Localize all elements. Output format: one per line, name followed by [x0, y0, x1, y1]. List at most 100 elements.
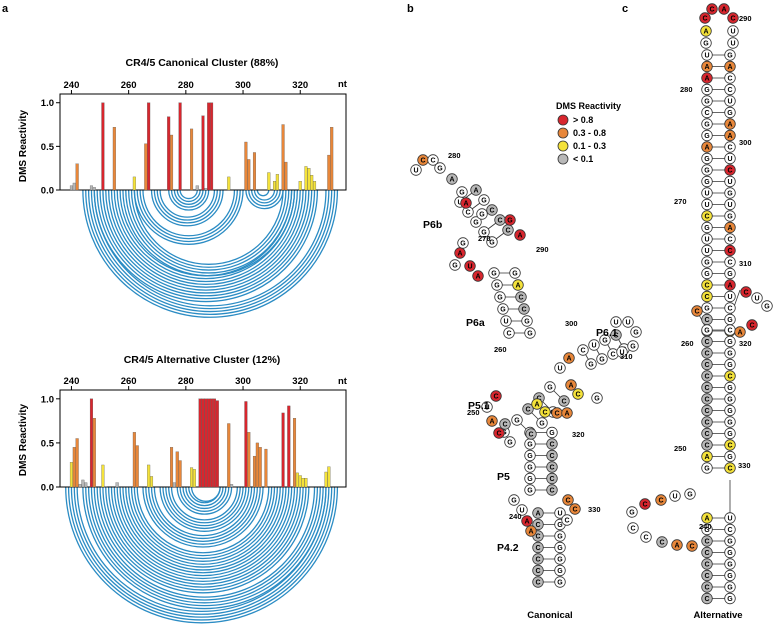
- chart-title: CR4/5 Canonical Cluster (88%): [126, 57, 279, 69]
- nucleotide-letter: G: [704, 168, 710, 175]
- nucleotide: [546, 438, 558, 450]
- alternative-structure: U GA AA CG CG UC GG AG AA CG UG CG UU GU UC GG AU CU CG CG G…: [626, 3, 773, 621]
- nucleotide-letter: U: [619, 350, 624, 357]
- nucleotide: [522, 403, 534, 415]
- nucleotide-letter: U: [704, 191, 709, 198]
- nucleotide-letter: G: [547, 385, 553, 392]
- nucleotide: [525, 525, 537, 537]
- base-pair-arc: [256, 189, 270, 197]
- nucleotide: [524, 484, 536, 496]
- nucleotide-letter: G: [524, 319, 530, 326]
- base-pair-arc: [90, 189, 330, 310]
- nucleotide: [616, 346, 628, 358]
- nucleotide-letter: G: [630, 344, 636, 351]
- nucleotide-letter: G: [727, 317, 733, 324]
- nucleotide-letter: U: [467, 264, 472, 271]
- nucleotide-letter: A: [704, 64, 709, 71]
- base-pair-arc: [85, 486, 324, 607]
- chart-title: CR4/5 Alternative Cluster (12%): [124, 354, 281, 366]
- nucleotide-letter: C: [496, 431, 501, 438]
- nucleotide: [476, 208, 488, 220]
- nucleotide-letter: C: [727, 237, 732, 244]
- base-pair-arc: [133, 189, 244, 245]
- nucleotide-letter: G: [527, 442, 533, 449]
- nucleotide-letter: G: [557, 568, 563, 575]
- nucleotide: [486, 236, 498, 248]
- nucleotide: [481, 401, 493, 413]
- canonical-structure: CGCGCGCGCGCGAUGCGCGCGCGCGGCGUGGCGCGAGGGC…: [410, 151, 642, 621]
- nucleotide-letter: G: [727, 397, 733, 404]
- nucleotide-letter: G: [459, 190, 465, 197]
- nucleotide: [701, 279, 713, 291]
- nucleotide: [561, 514, 573, 526]
- nucleotide-letter: G: [473, 220, 479, 227]
- nucleotide: [701, 210, 713, 222]
- nucleotide-letter: C: [430, 158, 435, 165]
- nucleotide-letter: C: [704, 420, 709, 427]
- nucleotide-letter: A: [463, 201, 468, 208]
- nucleotide-letter: G: [704, 466, 710, 473]
- y-tick-label: 1.0: [41, 394, 54, 405]
- nucleotide-letter: A: [704, 145, 709, 152]
- nucleotide-letter: C: [727, 87, 732, 94]
- nucleotide-letter: G: [704, 179, 710, 186]
- nucleotide: [701, 592, 713, 605]
- nucleotide-number: 330: [738, 461, 751, 470]
- legend-swatch: [557, 153, 569, 165]
- nucleotide-letter: A: [727, 122, 732, 129]
- nucleotide-letter: C: [727, 76, 732, 83]
- nucleotide: [724, 152, 736, 165]
- reactivity-bar: [178, 102, 182, 191]
- nucleotide: [546, 426, 558, 439]
- x-tick-label: 260: [121, 376, 137, 387]
- nucleotide: [724, 60, 736, 73]
- nucleotide: [591, 392, 603, 404]
- nucleotide: [724, 106, 736, 119]
- reactivity-bar: [178, 460, 182, 488]
- nucleotide-letter: C: [549, 476, 554, 483]
- base-pair-arc: [133, 189, 284, 265]
- nucleotide: [554, 530, 566, 542]
- nucleotide-number: 260: [494, 345, 507, 354]
- nucleotide-letter: G: [588, 362, 594, 369]
- nucleotide-letter: C: [575, 392, 580, 399]
- nucleotide-letter: G: [704, 99, 710, 106]
- nucleotide-letter: A: [515, 283, 520, 290]
- reactivity-bar: [170, 447, 174, 488]
- reactivity-bar: [84, 482, 88, 488]
- nucleotide-letter: U: [591, 343, 596, 350]
- nucleotide: [532, 576, 544, 588]
- reactivity-bar: [310, 175, 314, 191]
- nucleotide: [610, 316, 622, 328]
- reactivity-bar: [150, 476, 154, 488]
- base-pair-arc: [70, 486, 333, 618]
- reactivity-bar: [298, 181, 302, 191]
- reactivity-bar: [252, 152, 256, 191]
- nucleotide-letter: C: [659, 540, 664, 547]
- nucleotide: [554, 507, 566, 519]
- nucleotide: [472, 270, 484, 282]
- nucleotide: [546, 449, 558, 462]
- x-tick-label: 320: [292, 376, 308, 387]
- nucleotide-letter: C: [493, 394, 498, 401]
- reactivity-bar: [293, 418, 297, 488]
- nucleotide-letter: C: [704, 443, 709, 450]
- nucleotide: [446, 173, 458, 185]
- nucleotide-letter: U: [613, 320, 618, 327]
- nucleotide: [724, 256, 736, 268]
- nucleotide-number: 320: [572, 430, 585, 439]
- nucleotide-letter: C: [535, 522, 540, 529]
- nucleotide-letter: U: [730, 41, 735, 48]
- nucleotide: [701, 523, 713, 536]
- nucleotide: [554, 362, 566, 374]
- nucleotide-letter: A: [475, 274, 480, 281]
- nucleotide-letter: G: [727, 585, 733, 592]
- reactivity-bar: [330, 127, 334, 191]
- nucleotide: [701, 106, 713, 119]
- nucleotide-number: 240: [699, 522, 712, 531]
- base-pair-arc: [162, 486, 247, 530]
- nucleotide-letter: C: [727, 306, 732, 313]
- base-pair-arc: [122, 486, 284, 568]
- nucleotide-letter: C: [704, 562, 709, 569]
- base-pair-arc: [142, 486, 264, 548]
